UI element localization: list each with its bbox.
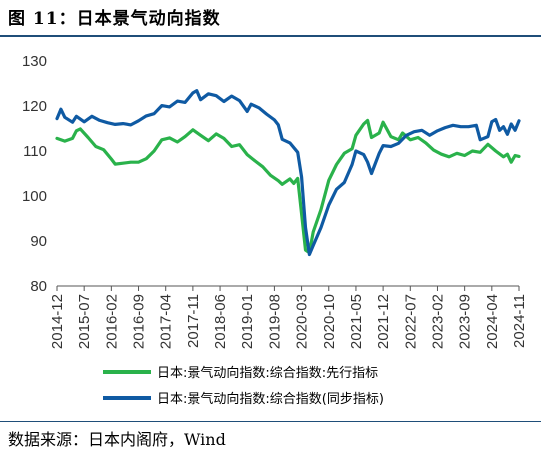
source-note: 数据来源：日本内阁府，Wind <box>8 430 226 449</box>
figure-title: 图 11：日本景气动向指数 <box>8 9 221 29</box>
y-tick-label: 120 <box>22 98 47 115</box>
x-tick-label: 2021-05 <box>348 294 365 349</box>
x-tick-label: 2024-11 <box>511 294 528 348</box>
y-tick-label: 110 <box>23 143 47 160</box>
chart: 80 90 100 110 120 130 2014-12 2015-07 2016-02 201… <box>22 53 528 407</box>
legend-label-leading: 日本:景气动向指数:综合指数:先行指标 <box>157 365 378 381</box>
x-tick-label: 2016-02 <box>103 294 120 349</box>
legend-label-coincident: 日本:景气动向指数:综合指数(同步指标) <box>157 391 384 407</box>
y-tick-label: 90 <box>30 233 47 250</box>
x-tick-label: 2014-12 <box>49 294 66 349</box>
title-rule <box>0 35 541 37</box>
source-rule <box>0 421 541 422</box>
y-tick-label: 100 <box>22 188 47 205</box>
x-tick-label: 2020-03 <box>294 294 311 349</box>
series-line-coincident <box>55 89 521 257</box>
x-tick-label: 2017-11 <box>185 294 202 348</box>
x-tick-label: 2022-07 <box>402 294 419 349</box>
x-tick-label: 2019-08 <box>266 294 283 349</box>
x-tick-label: 2023-09 <box>457 294 474 349</box>
x-tick-label: 2021-12 <box>375 294 392 349</box>
x-tick-label: 2018-06 <box>212 294 229 349</box>
series-lines <box>55 89 521 257</box>
x-tick-label: 2024-04 <box>484 294 501 349</box>
x-tick-label: 2023-02 <box>429 294 446 349</box>
x-tick-label: 2017-04 <box>158 294 175 349</box>
x-tick-label: 2015-07 <box>76 294 93 349</box>
y-tick-label: 80 <box>30 278 47 295</box>
x-tick-label: 2020-10 <box>321 294 338 349</box>
y-tick-label: 130 <box>22 53 47 70</box>
x-tick-label: 2019-01 <box>239 294 256 349</box>
axes: 80 90 100 110 120 130 2014-12 2015-07 2016-02 201… <box>22 53 528 349</box>
x-tick-label: 2016-09 <box>131 294 148 349</box>
series-line-leading <box>55 118 521 255</box>
